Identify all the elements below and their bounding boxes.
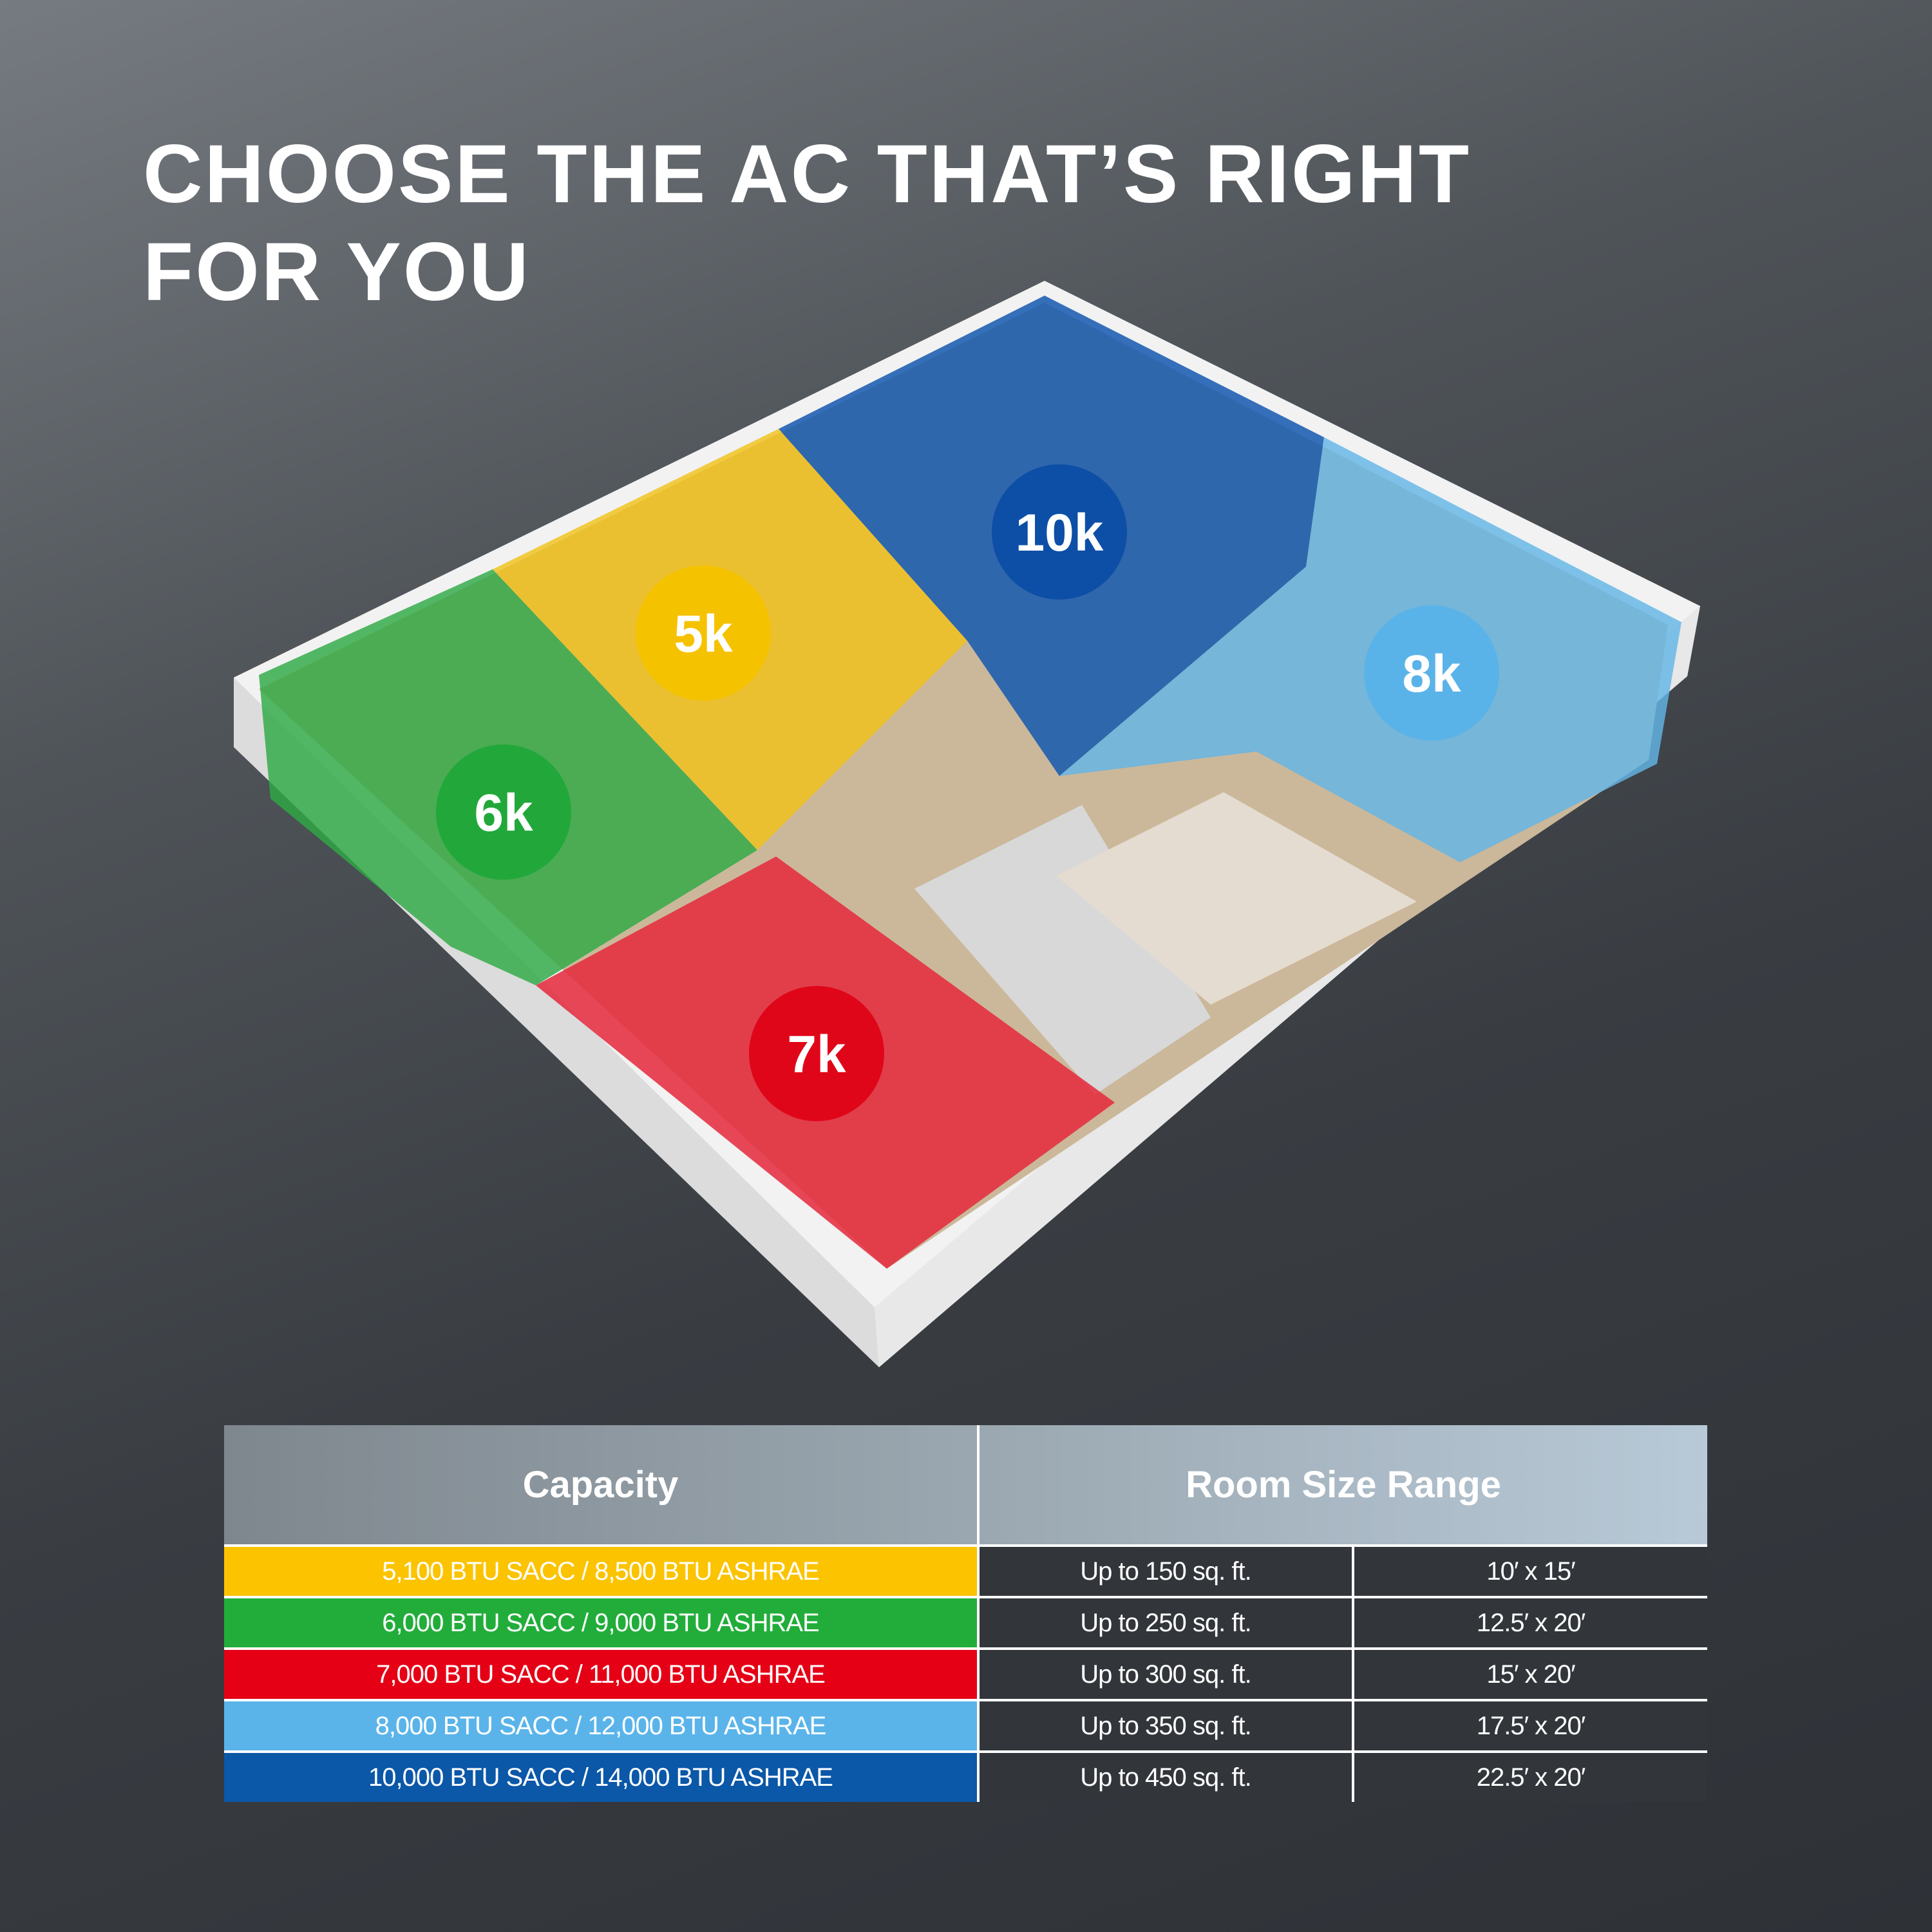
badge-circle [636,565,771,701]
badge-10k: 10k [992,464,1127,600]
capacity-cell: 7,000 BTU SACC / 11,000 BTU ASHRAE [224,1650,980,1699]
area-cell: Up to 300 sq. ft. [980,1650,1354,1699]
badge-label: 10k [1016,504,1104,562]
table-row: 6,000 BTU SACC / 9,000 BTU ASHRAE Up to 2… [224,1598,1707,1650]
bathroom-area [914,805,1211,1095]
badge-circle [436,744,571,880]
laundry-area [1056,792,1417,1005]
page-title: CHOOSE THE AC THAT’S RIGHT FOR YOU [143,126,1471,321]
badge-circle [749,986,884,1121]
badge-circle [992,464,1127,600]
title-line-1: CHOOSE THE AC THAT’S RIGHT [143,128,1471,220]
badge-8k: 8k [1364,605,1499,741]
badge-5k: 5k [636,565,771,701]
capacity-table: Capacity Room Size Range 5,100 BTU SACC … [224,1425,1707,1802]
badge-label: 8k [1402,645,1461,703]
header-room-size: Room Size Range [1186,1464,1501,1506]
area-cell: Up to 450 sq. ft. [980,1753,1354,1802]
dimensions-cell: 15′ x 20′ [1354,1650,1707,1699]
capacity-cell: 8,000 BTU SACC / 12,000 BTU ASHRAE [224,1701,980,1750]
table-row: 10,000 BTU SACC / 14,000 BTU ASHRAE Up to… [224,1753,1707,1802]
badge-6k: 6k [436,744,571,880]
table-row: 5,100 BTU SACC / 8,500 BTU ASHRAE Up to 1… [224,1547,1707,1598]
dimensions-cell: 12.5′ x 20′ [1354,1598,1707,1647]
dimensions-cell: 17.5′ x 20′ [1354,1701,1707,1750]
capacity-cell: 6,000 BTU SACC / 9,000 BTU ASHRAE [224,1598,980,1647]
capacity-cell: 10,000 BTU SACC / 14,000 BTU ASHRAE [224,1753,980,1802]
badge-label: 5k [674,605,733,663]
area-cell: Up to 150 sq. ft. [980,1547,1354,1596]
area-cell: Up to 250 sq. ft. [980,1598,1354,1647]
capacity-cell: 5,100 BTU SACC / 8,500 BTU ASHRAE [224,1547,980,1596]
badge-label: 6k [474,784,533,842]
badge-label: 7k [787,1025,846,1084]
dimensions-cell: 10′ x 15′ [1354,1547,1707,1596]
badge-circle [1364,605,1499,741]
table-header: Capacity Room Size Range [224,1425,1707,1547]
table-row: 7,000 BTU SACC / 11,000 BTU ASHRAE Up to … [224,1650,1707,1701]
dimensions-cell: 22.5′ x 20′ [1354,1753,1707,1802]
area-cell: Up to 350 sq. ft. [980,1701,1354,1750]
title-line-2: FOR YOU [143,226,531,318]
table-row: 8,000 BTU SACC / 12,000 BTU ASHRAE Up to … [224,1701,1707,1753]
header-capacity: Capacity [224,1425,980,1544]
badge-7k: 7k [749,986,884,1121]
